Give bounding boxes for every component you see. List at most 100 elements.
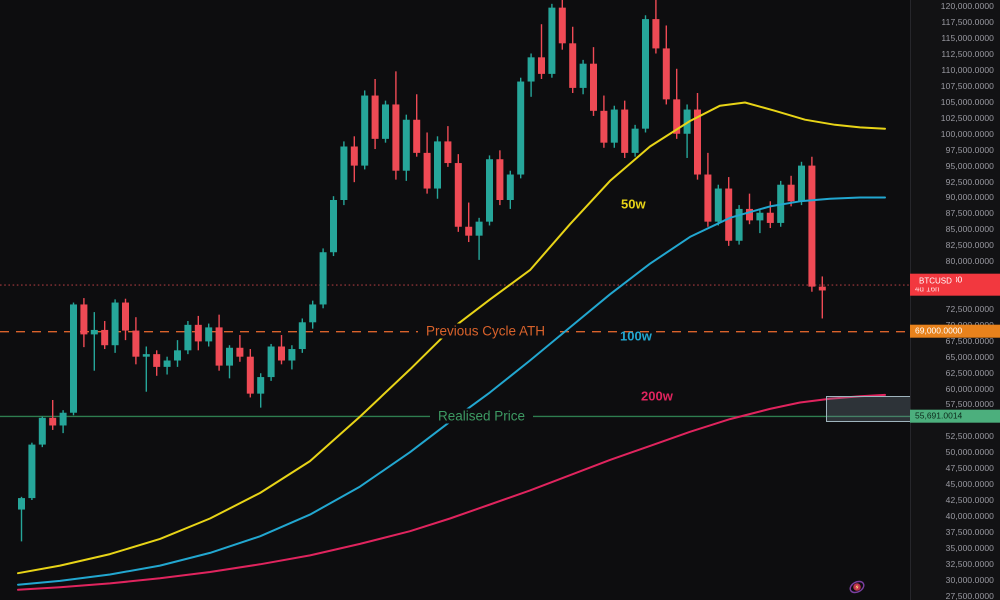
logo-watermark	[849, 580, 865, 594]
candle-body	[236, 347, 244, 357]
candle-body	[392, 104, 400, 171]
candle-body	[798, 165, 805, 202]
candlestick-series	[18, 0, 826, 542]
price-axis-tick: 52,500.0000	[945, 431, 994, 442]
candle-body	[174, 350, 181, 361]
ma-line-200w[interactable]	[17, 393, 886, 591]
candle-body	[101, 329, 109, 346]
candle-body	[787, 184, 795, 202]
price-axis-tick: 92,500.0000	[945, 176, 994, 187]
candle-body	[465, 226, 473, 236]
candle-body	[569, 43, 577, 88]
price-axis-tick: 60,000.0000	[945, 383, 994, 394]
annotation-ma-50w[interactable]: 50w	[621, 196, 646, 212]
candle-body	[340, 146, 348, 200]
candle-body	[694, 109, 701, 175]
candle-body	[548, 7, 556, 74]
candle-body	[652, 19, 660, 49]
candle-body	[59, 412, 67, 426]
candle-body	[319, 252, 327, 305]
candle-body	[517, 81, 525, 175]
candle-body	[558, 7, 566, 44]
price-axis-tick: 42,500.0000	[945, 495, 994, 505]
price-axis-tick: 97,500.0000	[945, 144, 994, 155]
candle-body	[38, 417, 46, 445]
candle-body	[184, 324, 192, 351]
candle-body	[808, 165, 816, 287]
price-axis-tick: 47,500.0000	[945, 463, 994, 474]
price-axis-tick: 27,500.0000	[945, 590, 994, 600]
candle-body	[579, 63, 587, 88]
candle-body	[267, 346, 275, 378]
price-axis-tick: 95,000.0000	[945, 160, 994, 171]
price-axis-tick: 32,500.0000	[945, 558, 994, 569]
candle-body	[714, 188, 722, 222]
price-axis-tick: 57,500.0000	[945, 399, 994, 410]
candle-body	[454, 163, 462, 227]
candle-body	[662, 48, 670, 100]
candle-body	[704, 174, 712, 222]
price-axis-tick: 82,500.0000	[945, 240, 994, 251]
chart-plot-area[interactable]	[0, 0, 910, 600]
price-axis-tick: 70,000.0000	[946, 320, 994, 330]
candle-body	[506, 174, 514, 200]
price-axis-tick: 65,000.0000	[945, 351, 994, 362]
candle-body	[215, 327, 223, 366]
price-axis-tick: 62,500.0000	[945, 367, 994, 378]
symbol-chip[interactable]: BTCUSD	[915, 274, 956, 288]
price-axis-tick: 35,000.0000	[945, 542, 994, 553]
candle-body	[330, 200, 337, 253]
candle-body	[538, 57, 545, 74]
candle-body	[194, 324, 202, 342]
price-axis-tick: 72,500.0000	[945, 303, 994, 314]
candle-body	[756, 212, 764, 221]
candle-body	[288, 349, 296, 361]
price-axis[interactable]: 120,000.0000 117,500.0000 115,000.0000 112,…	[910, 0, 1000, 600]
price-axis-tick: 37,500.0000	[945, 526, 994, 537]
candle-body	[434, 141, 441, 189]
candle-body	[683, 109, 691, 134]
price-axis-tick: 112,500.0000	[941, 49, 994, 60]
price-axis-tick: 40,000.0000	[945, 510, 994, 521]
price-axis-tick: 110,000.0000	[941, 65, 994, 76]
price-axis-tick: 80,000.0000	[945, 256, 994, 267]
price-axis-tick: 87,500.0000	[945, 208, 994, 219]
annotation-previous-cycle-ath[interactable]: Previous Cycle ATH	[418, 323, 554, 339]
candle-body	[746, 208, 753, 221]
last-price-countdown: 4d 16h	[915, 284, 940, 294]
candle-body	[818, 286, 826, 291]
candle-body	[610, 109, 618, 143]
candle-body	[631, 128, 639, 153]
candle-body	[402, 119, 410, 171]
candle-body	[382, 104, 389, 139]
candle-body	[444, 141, 452, 164]
candle-body	[600, 110, 608, 143]
ma-line-50w[interactable]	[17, 101, 886, 575]
candle-body	[70, 304, 77, 413]
candle-body	[673, 99, 681, 134]
annotation-ma-200w[interactable]: 200w	[641, 388, 673, 404]
candle-body	[496, 159, 504, 200]
previous-cycle-ath-price-tag[interactable]: 69,000.0000	[910, 324, 1000, 338]
candle-body	[475, 221, 483, 236]
candle-body	[28, 444, 36, 499]
candle-body	[163, 360, 171, 367]
annotation-realised-price[interactable]: Realised Price	[430, 408, 534, 424]
candle-body	[413, 119, 421, 153]
candle-body	[205, 327, 213, 342]
price-axis-tick: 67,500.0000	[945, 335, 994, 346]
candle-body	[90, 329, 98, 335]
price-axis-tick: 30,000.0000	[945, 574, 994, 585]
annotation-ma-100w[interactable]: 100w	[620, 328, 652, 344]
candle-body	[246, 356, 254, 394]
price-axis-tick: 117,500.0000	[941, 17, 994, 28]
chart-svg	[0, 0, 910, 591]
ma-line-100w[interactable]	[17, 196, 886, 586]
price-axis-tick: 120,000.0000	[940, 1, 994, 12]
realised-price-tag[interactable]: 55,691.0014	[910, 409, 1000, 423]
candle-body	[257, 377, 265, 394]
candle-body	[486, 159, 493, 222]
candle-body	[735, 208, 743, 241]
candle-body	[278, 346, 285, 361]
